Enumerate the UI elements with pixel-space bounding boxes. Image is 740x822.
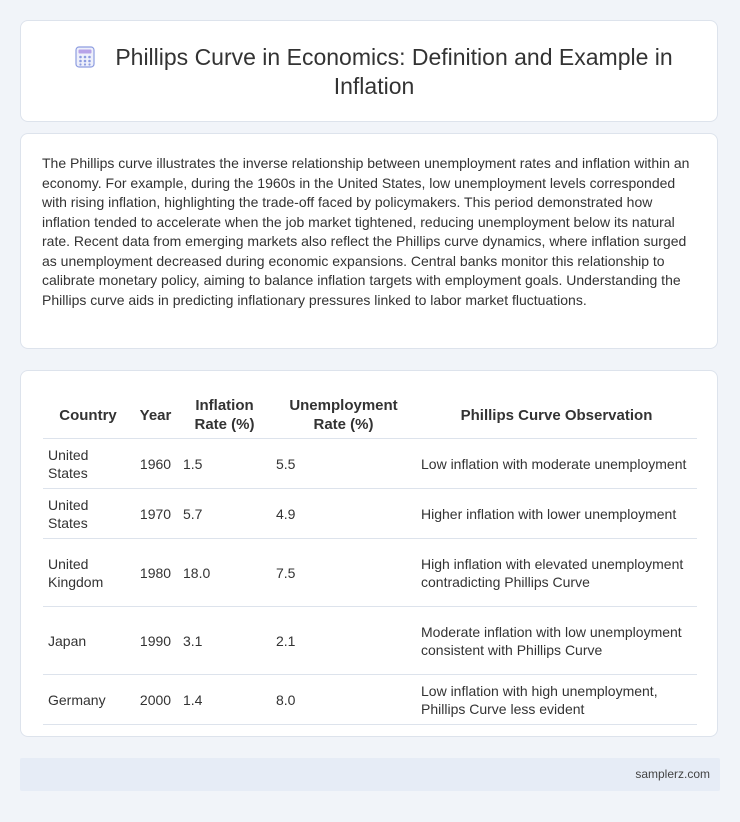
footer: samplerz.com — [20, 758, 720, 791]
cell-country: United States — [43, 438, 133, 489]
cell-unemployment: 5.5 — [271, 438, 416, 489]
page-title: Phillips Curve in Economics: Definition … — [115, 44, 673, 99]
table-row: Japan 1990 3.1 2.1 Moderate inflation wi… — [43, 606, 697, 675]
cell-unemployment: 2.1 — [271, 606, 416, 675]
title-card: Phillips Curve in Economics: Definition … — [20, 20, 718, 122]
header-observation: Phillips Curve Observation — [416, 393, 697, 439]
cell-observation: Moderate inflation with low unemployment… — [416, 606, 697, 675]
cell-year: 1960 — [133, 438, 178, 489]
header-unemployment-rate: Unemployment Rate (%) — [271, 393, 416, 439]
table-row: United States 1960 1.5 5.5 Low inflation… — [43, 438, 697, 489]
data-table: Country Year Inflation Rate (%) Unemploy… — [43, 393, 697, 725]
cell-country: Japan — [43, 606, 133, 675]
cell-year: 2000 — [133, 674, 178, 725]
table-row: United Kingdom 1980 18.0 7.5 High inflat… — [43, 538, 697, 607]
cell-unemployment: 8.0 — [271, 674, 416, 725]
table-header-row: Country Year Inflation Rate (%) Unemploy… — [43, 393, 697, 439]
cell-observation: Higher inflation with lower unemployment — [416, 488, 697, 539]
intro-paragraph: The Phillips curve illustrates the inver… — [42, 155, 690, 308]
intro-card: The Phillips curve illustrates the inver… — [20, 133, 718, 349]
cell-year: 1980 — [133, 538, 178, 607]
cell-inflation: 1.5 — [178, 438, 271, 489]
cell-country: Germany — [43, 674, 133, 725]
cell-observation: Low inflation with high unemployment, Ph… — [416, 674, 697, 725]
cell-inflation: 3.1 — [178, 606, 271, 675]
cell-unemployment: 4.9 — [271, 488, 416, 539]
cell-year: 1970 — [133, 488, 178, 539]
table-row: United States 1970 5.7 4.9 Higher inflat… — [43, 488, 697, 539]
cell-inflation: 18.0 — [178, 538, 271, 607]
cell-year: 1990 — [133, 606, 178, 675]
cell-observation: Low inflation with moderate unemployment — [416, 438, 697, 489]
cell-unemployment: 7.5 — [271, 538, 416, 607]
header-inflation-rate: Inflation Rate (%) — [178, 393, 271, 439]
calculator-icon — [75, 46, 95, 68]
cell-inflation: 1.4 — [178, 674, 271, 725]
cell-inflation: 5.7 — [178, 488, 271, 539]
page-title-wrap: Phillips Curve in Economics: Definition … — [61, 43, 687, 101]
header-year: Year — [133, 393, 178, 439]
cell-observation: High inflation with elevated unemploymen… — [416, 538, 697, 607]
table-row: Germany 2000 1.4 8.0 Low inflation with … — [43, 674, 697, 725]
header-country: Country — [43, 393, 133, 439]
footer-site-link[interactable]: samplerz.com — [635, 767, 710, 781]
cell-country: United Kingdom — [43, 538, 133, 607]
table-card: Country Year Inflation Rate (%) Unemploy… — [20, 370, 718, 737]
cell-country: United States — [43, 488, 133, 539]
